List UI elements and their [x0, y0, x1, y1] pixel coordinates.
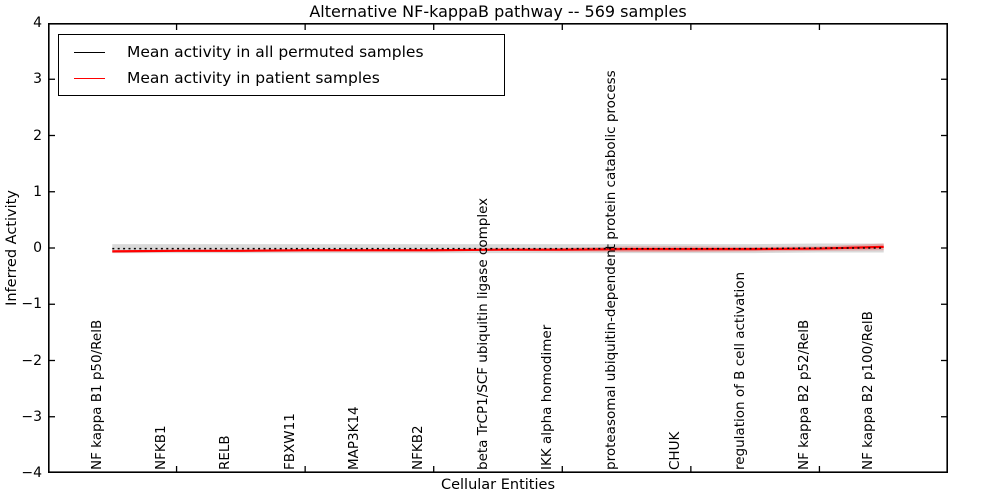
y-tick-label: −2 [21, 352, 42, 369]
permuted-mean-line [112, 247, 884, 250]
x-entity-label: IKK alpha homodimer [538, 324, 555, 470]
x-entity-label: CHUK [667, 431, 684, 470]
x-entity-label: proteasomal ubiquitin-dependent protein … [603, 70, 620, 470]
x-entity-label: RELB [217, 435, 234, 470]
legend-line-patient-icon [74, 77, 105, 79]
x-entity-label: NF kappa B2 p52/RelB [795, 319, 812, 470]
x-entity-label: NF kappa B2 p100/RelB [860, 311, 877, 470]
legend-label-permuted: Mean activity in all permuted samples [127, 43, 424, 61]
y-tick-label: 4 [33, 15, 42, 31]
x-entity-label: MAP3K14 [345, 406, 362, 470]
x-entity-label: regulation of B cell activation [731, 271, 748, 470]
x-entity-label: NFKB1 [153, 425, 170, 470]
y-tick-label: 0 [33, 240, 42, 256]
legend-label-patient: Mean activity in patient samples [127, 69, 380, 87]
x-axis-label: Cellular Entities [440, 477, 556, 493]
y-tick-label: 2 [33, 127, 42, 144]
x-entity-label: NF kappa B1 p50/RelB [88, 319, 105, 470]
axes-spines [48, 23, 948, 473]
x-entity-label: beta TrCP1/SCF ubiquitin ligase complex [474, 197, 491, 470]
legend-row-patient: Mean activity in patient samples [59, 69, 504, 87]
y-tick-label: −3 [21, 408, 42, 425]
x-entity-label: NFKB2 [410, 425, 427, 470]
plot-svg [48, 23, 948, 473]
y-tick-label: 1 [33, 183, 42, 200]
y-tick-label: −1 [21, 296, 42, 313]
legend-line-permuted-icon [74, 51, 105, 53]
y-tick-label: −4 [21, 465, 42, 481]
x-entity-label: FBXW11 [281, 413, 298, 470]
plot-area: NF kappa B1 p50/RelB NFKB1 RELB FBXW11 MAP3K… [48, 23, 948, 473]
legend: Mean activity in all permuted samples Me… [58, 34, 505, 96]
legend-row-permuted: Mean activity in all permuted samples [59, 43, 504, 61]
y-tick-label: 3 [33, 71, 42, 88]
chart-title: Alternative NF-kappaB pathway -- 569 sam… [309, 2, 687, 21]
